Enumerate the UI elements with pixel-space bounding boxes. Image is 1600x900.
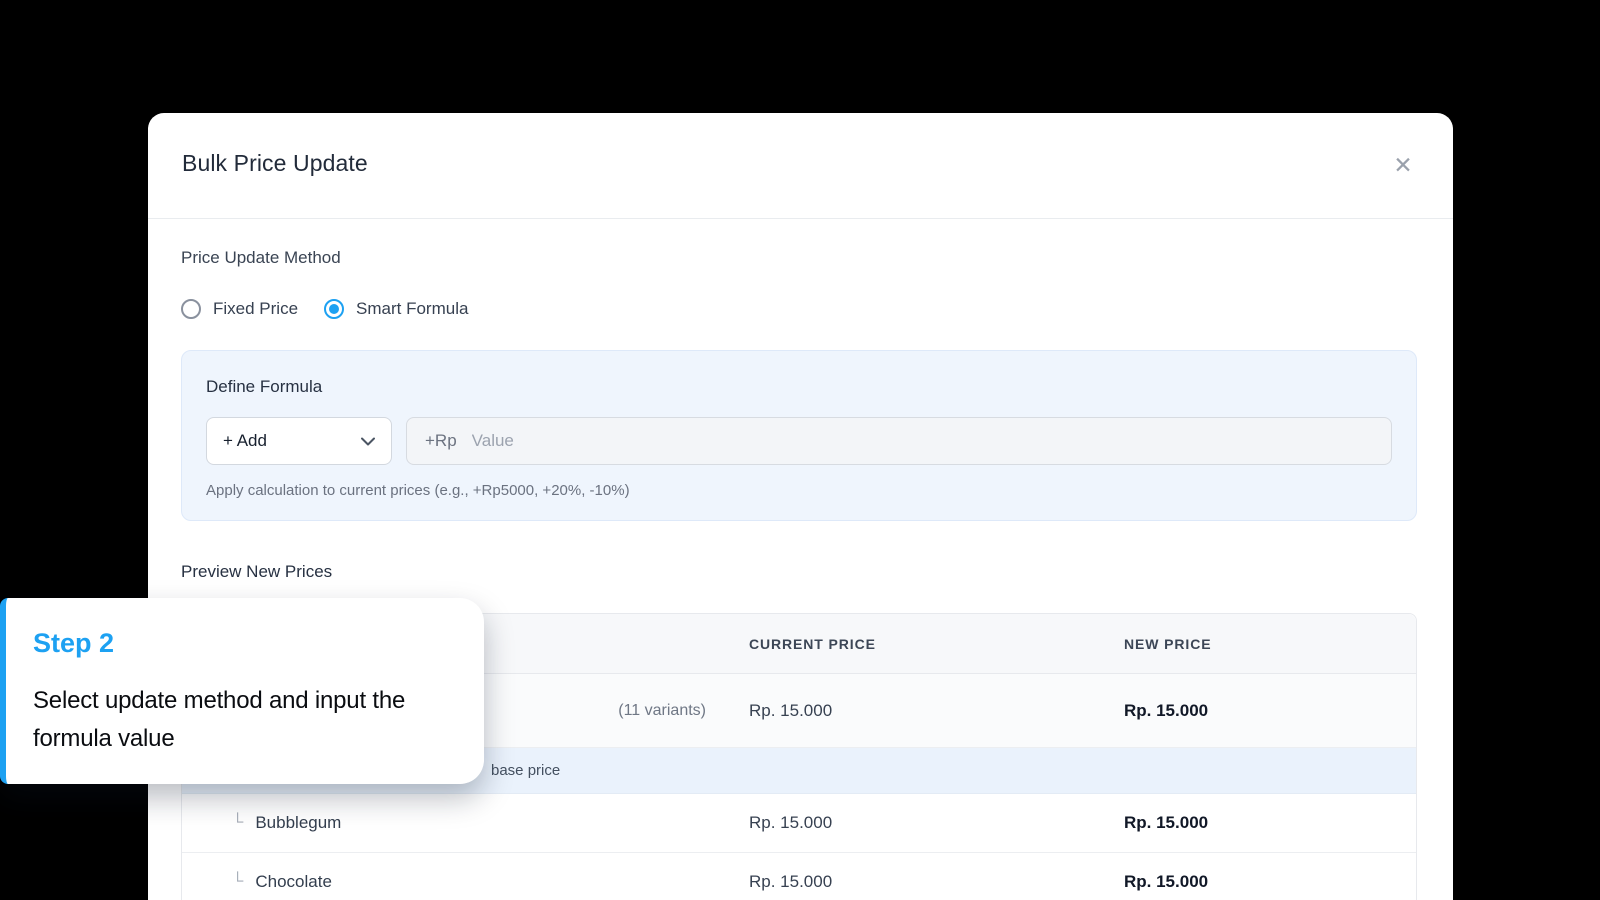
fixed-price-radio-label: Fixed Price <box>213 299 299 318</box>
modal-header: Bulk Price Update ✕ <box>148 113 1453 219</box>
table-row-bubblegum: └ Bubblegum Rp. 15.000 Rp. 15.000 <box>182 794 1416 853</box>
currency-prefix-label: +Rp <box>425 431 457 450</box>
step-description-text: Select update method and input the formu… <box>33 687 406 752</box>
modal-title: Bulk Price Update <box>182 150 368 176</box>
variant-cell: └ Chocolate <box>182 872 749 892</box>
new-price-column-header: NEW PRICE <box>1124 635 1212 652</box>
smart-formula-radio-label: Smart Formula <box>356 299 469 318</box>
new-price-cell: Rp. 15.000 <box>1124 813 1209 832</box>
step-tooltip-card: Step 2 Select update method and input th… <box>0 598 484 784</box>
operation-select-value: + Add <box>223 431 267 450</box>
formula-controls: + Add +Rp <box>206 417 1392 465</box>
radio-checked-icon <box>324 299 345 319</box>
preview-new-prices-title: Preview New Prices <box>181 562 333 581</box>
smart-formula-radio[interactable]: Smart Formula <box>324 299 468 319</box>
price-update-method-label: Price Update Method <box>181 248 341 267</box>
formula-value-input[interactable] <box>471 431 1373 451</box>
price-preview-table: CURRENT PRICE NEW PRICE (11 variants) Rp… <box>181 613 1417 900</box>
current-price-cell: Rp. 15.000 <box>749 700 833 720</box>
radio-unchecked-icon <box>181 299 201 319</box>
define-formula-panel: Define Formula + Add +Rp Apply calculati… <box>181 350 1417 521</box>
tree-branch-icon: └ <box>232 814 244 831</box>
formula-value-field[interactable]: +Rp <box>406 417 1392 465</box>
tree-branch-icon: └ <box>232 873 244 890</box>
table-row-chocolate: └ Chocolate Rp. 15.000 Rp. 15.000 <box>182 853 1416 900</box>
variant-name-label: Chocolate <box>255 872 332 891</box>
new-price-cell: Rp. 15.000 <box>1124 700 1209 720</box>
current-price-cell: Rp. 15.000 <box>749 872 833 891</box>
operation-select[interactable]: + Add <box>206 417 392 465</box>
info-row-text: base price <box>491 762 561 779</box>
close-icon: ✕ <box>1393 152 1413 178</box>
fixed-price-radio[interactable]: Fixed Price <box>181 299 298 319</box>
variants-count-label: (11 variants) <box>618 701 706 719</box>
current-price-column-header: CURRENT PRICE <box>749 635 876 652</box>
step-number-label: Step 2 <box>33 628 115 658</box>
variant-name-label: Bubblegum <box>255 813 342 832</box>
new-price-cell: Rp. 15.000 <box>1124 872 1209 891</box>
close-button[interactable]: ✕ <box>1387 149 1419 181</box>
variant-cell: └ Bubblegum <box>182 813 749 833</box>
define-formula-title: Define Formula <box>206 377 323 396</box>
product-cell: (11 variants) <box>182 702 749 720</box>
chevron-down-icon <box>361 437 375 445</box>
price-update-method-options: Fixed Price Smart Formula <box>181 299 468 319</box>
formula-helper-text: Apply calculation to current prices (e.g… <box>206 482 630 499</box>
current-price-cell: Rp. 15.000 <box>749 813 833 832</box>
